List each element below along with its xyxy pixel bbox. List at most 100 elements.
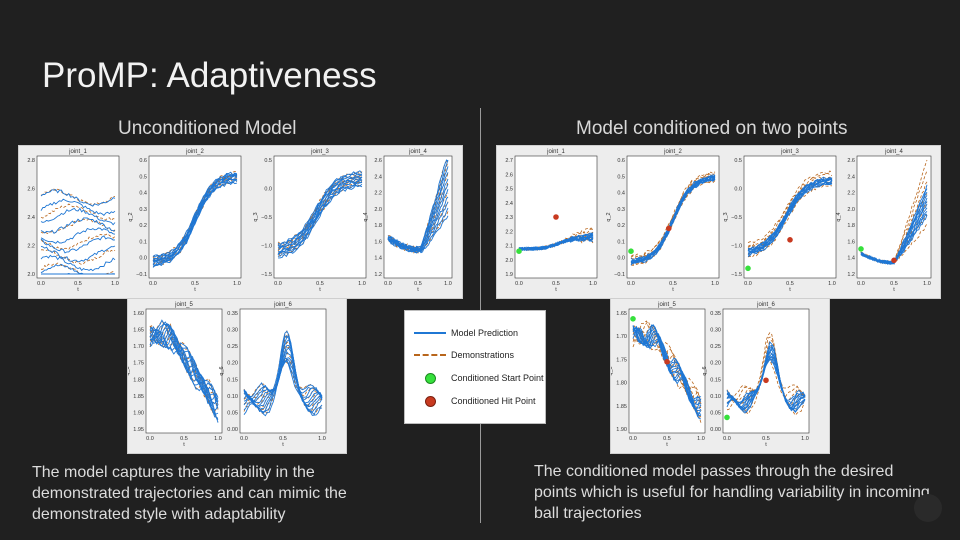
y-axis-label: q_2: [128, 212, 134, 221]
subplot-joint_6: joint_60.350.300.250.200.150.100.050.000…: [702, 302, 810, 448]
predicted-trajectory: [243, 338, 323, 404]
y-tick-label: 1.2: [374, 272, 382, 278]
start-point-marker: [630, 316, 636, 322]
y-tick-label: 2.4: [27, 215, 35, 221]
y-tick-label: 1.2: [847, 272, 855, 278]
x-tick-label: 0.0: [515, 281, 523, 287]
x-tick-label: 0.5: [414, 281, 422, 287]
y-tick-label: 2.4: [847, 174, 855, 180]
y-tick-label: 0.35: [227, 311, 238, 317]
demonstration-trajectory: [747, 172, 833, 247]
x-tick-label: 1.0: [697, 436, 705, 442]
y-tick-label: 2.7: [505, 158, 513, 164]
y-tick-label: 2.2: [27, 244, 35, 250]
predicted-trajectory: [149, 325, 219, 402]
predicted-trajectory: [243, 335, 323, 400]
predicted-trajectory: [40, 254, 116, 272]
predicted-trajectory: [726, 341, 806, 406]
y-axis-label: q_5: [128, 366, 131, 375]
x-tick-label: 1.0: [801, 436, 809, 442]
x-tick-label: 1.0: [828, 281, 836, 287]
y-tick-label: −1.0: [261, 244, 272, 250]
plot-area: [239, 308, 327, 434]
predicted-trajectory: [152, 174, 238, 262]
predicted-trajectory: [149, 319, 219, 409]
y-tick-label: 0.25: [710, 344, 721, 350]
predicted-trajectory: [152, 171, 238, 258]
predicted-trajectory: [277, 170, 363, 245]
hit-point-marker: [763, 377, 769, 384]
y-tick-label: 0.15: [710, 377, 721, 383]
subplot-joint_4: joint_4 2.6 2.4 2.2 2.0 1.8 1.6 1.4 1.20.0 0.5 1.0…: [363, 149, 453, 293]
y-tick-label: 0.05: [227, 410, 238, 416]
predicted-trajectory: [518, 232, 594, 251]
hit-point-marker: [425, 396, 436, 407]
subplot-title: joint_6: [756, 302, 775, 308]
y-axis-label: q_2: [606, 212, 612, 221]
subplot-joint_5: joint_5 1.65 1.70 1.75 1.80 1.85 1.900.0 0.5 1.0…: [611, 302, 706, 448]
y-tick-label: 0.10: [227, 394, 238, 400]
demonstration-trajectory: [726, 336, 806, 401]
predicted-trajectory: [243, 344, 323, 404]
start-point-marker: [516, 248, 522, 254]
y-tick-label: 0.4: [617, 191, 625, 197]
legend-start-point: Conditioned Start Point: [405, 370, 545, 386]
subplot-joint_6: joint_60.350.300.250.200.150.100.050.000…: [219, 302, 327, 448]
y-tick-label: 1.85: [133, 394, 144, 400]
x-tick-label: 0.5: [669, 281, 677, 287]
subplot-joint_4: joint_4 2.6 2.4 2.2 2.0 1.8 1.6 1.4 1.20.0 0.5 1.0…: [836, 149, 932, 293]
left-caption: The model captures the variability in th…: [32, 464, 347, 523]
x-axis-label: t: [194, 287, 196, 293]
y-tick-label: 1.70: [616, 334, 627, 340]
y-tick-label: 1.8: [374, 223, 382, 229]
legend-prediction: Model Prediction: [405, 325, 545, 341]
start-point-marker: [745, 265, 751, 272]
y-axis-label: q_6: [219, 366, 225, 375]
y-axis-label: q_4: [836, 212, 842, 221]
demonstration-trajectory: [277, 178, 363, 252]
demonstration-trajectory: [632, 320, 702, 412]
x-axis-label: t: [666, 442, 668, 448]
demonstration-trajectory: [149, 325, 219, 413]
subplot-title: joint_6: [273, 302, 292, 308]
y-tick-label: 0.30: [710, 328, 721, 334]
y-tick-label: 2.5: [505, 187, 513, 193]
slide-title: ProMP: Adaptiveness: [42, 56, 377, 95]
x-tick-label: 0.5: [316, 281, 324, 287]
subplot-joint_2: joint_20.60.50.40.30.20.10.0−0.10.0 0.5 1.…: [128, 149, 242, 293]
y-tick-label: 0.25: [227, 344, 238, 350]
right-heading: Model conditioned on two points: [576, 118, 848, 139]
y-tick-label: 1.8: [847, 223, 855, 229]
predicted-trajectory: [243, 336, 323, 402]
plot-legend: Model Prediction Demonstrations Conditio…: [404, 310, 546, 424]
x-tick-label: 0.5: [762, 436, 770, 442]
y-tick-label: 1.4: [374, 256, 382, 262]
y-tick-label: 0.2: [617, 223, 625, 229]
y-tick-label: 2.0: [505, 258, 513, 264]
predicted-trajectory: [40, 188, 116, 207]
y-tick-label: 2.0: [374, 207, 382, 213]
x-tick-label: 1.0: [444, 281, 452, 287]
subplot-title: joint_1: [68, 149, 87, 155]
left-heading: Unconditioned Model: [118, 118, 297, 139]
corner-logo: [914, 494, 942, 522]
demonstration-trajectory: [747, 170, 833, 243]
predicted-trajectory: [387, 159, 449, 250]
predicted-trajectory: [518, 232, 594, 251]
x-tick-label: 1.0: [318, 436, 326, 442]
subplot-joint_1: joint_1 2.8 2.6 2.4 2.2 2.00.0 0.5 1.0 t: [27, 149, 120, 293]
predicted-trajectory: [152, 178, 238, 263]
x-tick-label: 0.5: [663, 436, 671, 442]
y-axis-label: q_3: [723, 212, 729, 221]
predicted-trajectory: [149, 323, 219, 399]
y-tick-label: 0.20: [710, 361, 721, 367]
x-tick-label: 0.0: [37, 281, 45, 287]
predicted-trajectory: [40, 245, 116, 263]
subplot-title: joint_5: [657, 302, 676, 308]
y-tick-label: 0.15: [227, 377, 238, 383]
predicted-trajectory: [747, 176, 833, 251]
predicted-trajectory: [40, 263, 116, 275]
y-tick-label: 0.3: [139, 207, 147, 213]
unconditioned-top-panel: joint_1 2.8 2.6 2.4 2.2 2.0 0.0 0.5 1.0 t joint_2 0…: [18, 145, 463, 299]
demonstration-trajectory: [630, 171, 716, 257]
